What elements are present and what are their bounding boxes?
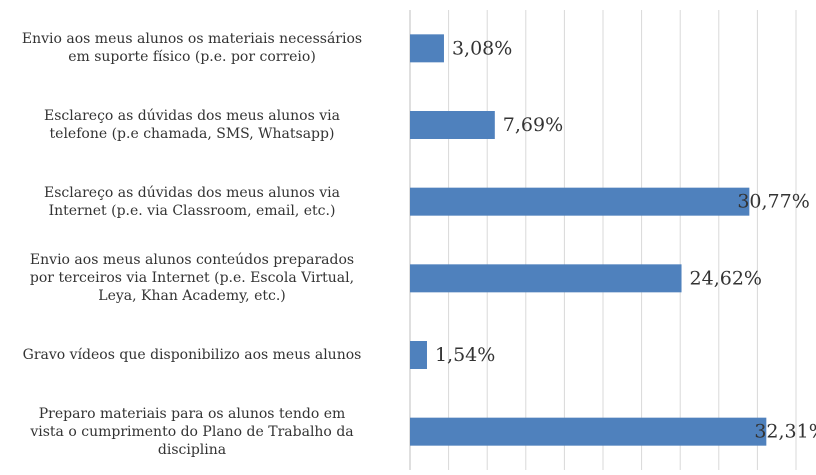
value-label: 7,69% xyxy=(503,114,563,136)
category-label: Preparo materiais para os alunos tendo e… xyxy=(30,405,354,458)
value-label: 32,31% xyxy=(754,421,816,443)
value-label: 30,77% xyxy=(737,191,809,213)
category-label: Esclareço as dúvidas dos meus alunos via… xyxy=(44,184,340,219)
value-label: 24,62% xyxy=(690,267,762,289)
bar xyxy=(410,417,767,446)
bar xyxy=(410,341,427,369)
value-label: 3,08% xyxy=(452,37,512,59)
bar xyxy=(410,264,682,293)
bar xyxy=(410,187,750,216)
category-label: Envio aos meus alunos os materiais neces… xyxy=(21,31,363,66)
bar xyxy=(410,111,495,139)
category-label: Envio aos meus alunos conteúdos preparad… xyxy=(29,252,355,305)
value-label: 1,54% xyxy=(435,344,495,366)
category-label: Gravo vídeos que disponibilizo aos meus … xyxy=(22,347,362,363)
category-label: Esclareço as dúvidas dos meus alunos via… xyxy=(44,108,340,142)
bar xyxy=(410,34,444,63)
